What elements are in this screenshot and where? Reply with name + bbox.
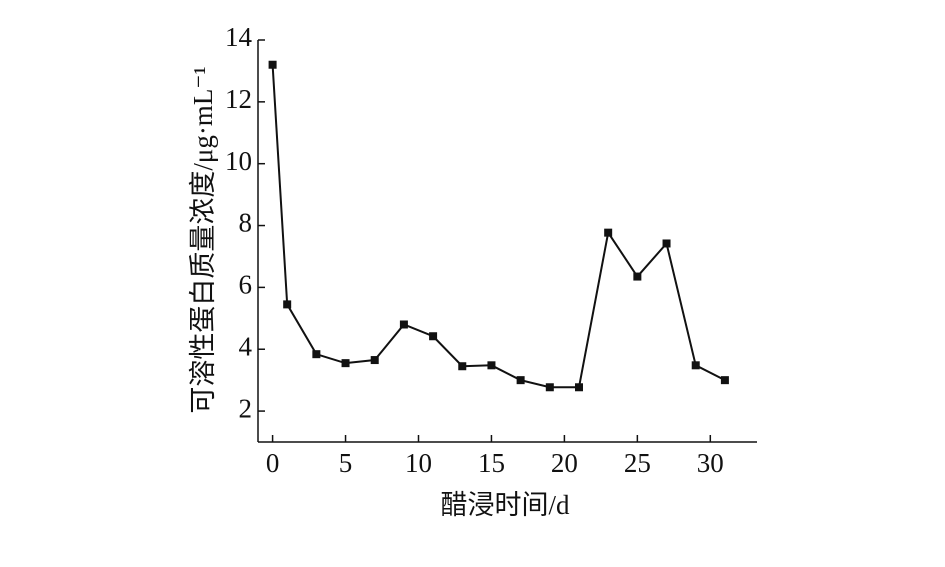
data-point (399, 320, 408, 329)
data-point (691, 361, 700, 370)
data-point (633, 272, 642, 281)
data-point (341, 359, 350, 368)
y-tick-label: 12 (225, 84, 252, 114)
y-tick-label: 2 (239, 393, 253, 423)
x-tick-label: 5 (339, 448, 353, 478)
data-point (370, 356, 379, 365)
data-point (574, 383, 583, 392)
data-point (268, 60, 277, 69)
data-point (516, 376, 525, 385)
x-axis-label: 醋浸时间/d (440, 490, 570, 520)
x-tick-label: 20 (551, 448, 578, 478)
data-point (312, 350, 321, 359)
x-tick-label: 0 (266, 448, 280, 478)
data-point (662, 239, 671, 248)
y-tick-label: 4 (239, 331, 253, 361)
x-tick-label: 30 (697, 448, 724, 478)
data-point (487, 361, 496, 370)
y-axis-label: 可溶性蛋白质量浓度/μg·mL⁻¹ (188, 66, 218, 413)
y-tick-label: 14 (225, 22, 253, 52)
data-line (271, 64, 726, 389)
y-tick-label: 8 (239, 208, 253, 238)
y-tick-label: 6 (239, 270, 253, 300)
data-point (545, 383, 554, 392)
x-tick-label: 15 (478, 448, 505, 478)
data-point (429, 332, 438, 341)
data-point (604, 228, 613, 237)
x-tick-label: 25 (624, 448, 651, 478)
data-point (458, 362, 467, 371)
data-point (283, 300, 292, 309)
data-point (720, 376, 729, 385)
y-tick-label: 10 (225, 146, 252, 176)
x-tick-label: 10 (405, 448, 432, 478)
